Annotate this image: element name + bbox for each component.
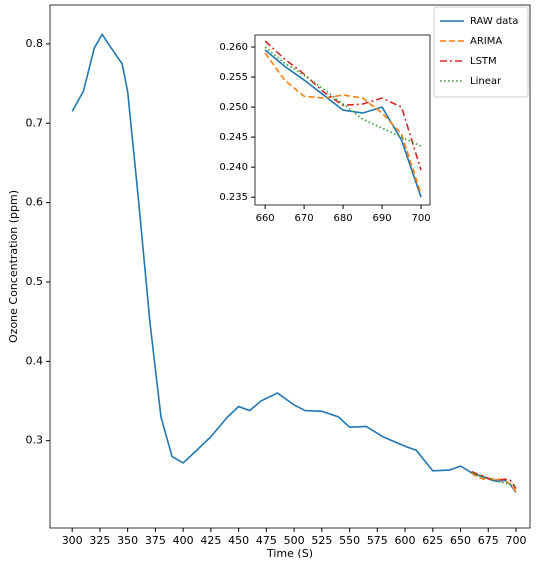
y-tick-label: 0.250 <box>219 102 248 113</box>
axes-frame <box>254 34 431 206</box>
x-tick-label: 650 <box>450 534 471 547</box>
x-tick-label: 660 <box>256 213 275 224</box>
y-tick-label: 0.4 <box>26 354 44 367</box>
x-tick-label: 350 <box>117 534 138 547</box>
axes-frame <box>49 4 531 529</box>
y-tick-label: 0.260 <box>219 42 248 53</box>
x-tick-label: 675 <box>478 534 499 547</box>
y-tick-label: 0.255 <box>219 72 248 83</box>
y-tick-label: 0.7 <box>26 116 44 129</box>
x-tick-label: 325 <box>89 534 110 547</box>
x-tick-label: 375 <box>145 534 166 547</box>
legend-label: ARIMA <box>470 36 502 47</box>
y-tick-label: 0.235 <box>219 192 248 203</box>
x-tick-label: 690 <box>373 213 392 224</box>
series-line <box>471 472 517 493</box>
legend-label: LSTM <box>470 56 497 67</box>
y-tick-label: 0.3 <box>26 434 44 447</box>
x-tick-label: 670 <box>295 213 314 224</box>
x-tick-label: 575 <box>367 534 388 547</box>
x-tick-label: 400 <box>173 534 194 547</box>
x-tick-label: 700 <box>506 534 527 547</box>
x-tick-label: 700 <box>411 213 430 224</box>
y-tick-label: 0.8 <box>26 37 44 50</box>
x-tick-label: 525 <box>311 534 332 547</box>
y-tick-label: 0.240 <box>219 162 248 173</box>
series-line <box>264 40 422 171</box>
x-tick-label: 300 <box>62 534 83 547</box>
x-tick-label: 625 <box>422 534 443 547</box>
y-tick-label: 0.5 <box>26 275 44 288</box>
series-line <box>264 46 422 147</box>
x-tick-label: 680 <box>334 213 353 224</box>
legend-label: Linear <box>470 76 502 87</box>
series-line <box>264 52 422 195</box>
y-tick-label: 0.6 <box>26 196 44 209</box>
x-tick-label: 425 <box>200 534 221 547</box>
y-tick-label: 0.245 <box>219 132 248 143</box>
x-tick-label: 600 <box>395 534 416 547</box>
legend-label: RAW data <box>470 16 518 27</box>
y-axis-label: Ozone Concentration (ppm) <box>7 190 20 343</box>
x-axis-label: Time (S) <box>266 547 313 558</box>
x-tick-label: 475 <box>256 534 277 547</box>
x-tick-label: 550 <box>339 534 360 547</box>
series-line <box>264 49 422 198</box>
x-tick-label: 450 <box>228 534 249 547</box>
x-tick-label: 500 <box>284 534 305 547</box>
legend-box <box>433 6 529 98</box>
